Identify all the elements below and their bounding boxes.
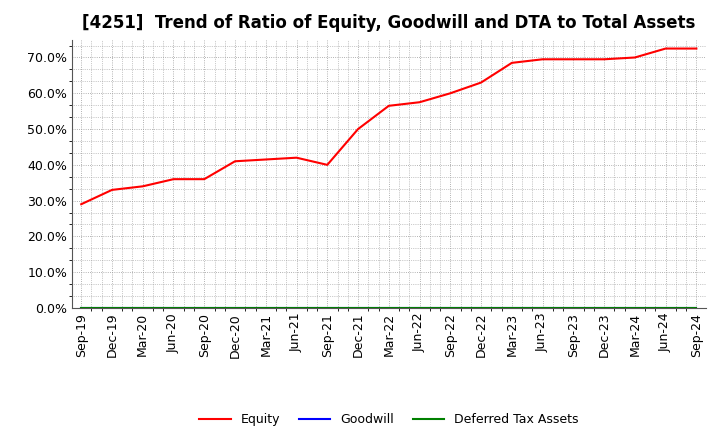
Goodwill	[292, 305, 301, 311]
Equity	[292, 155, 301, 160]
Equity	[477, 80, 485, 85]
Deferred Tax Assets	[600, 305, 608, 311]
Deferred Tax Assets	[477, 305, 485, 311]
Deferred Tax Assets	[138, 305, 147, 311]
Goodwill	[446, 305, 454, 311]
Deferred Tax Assets	[415, 305, 424, 311]
Goodwill	[631, 305, 639, 311]
Equity	[230, 159, 239, 164]
Goodwill	[138, 305, 147, 311]
Goodwill	[108, 305, 117, 311]
Equity	[600, 57, 608, 62]
Equity	[323, 162, 332, 168]
Deferred Tax Assets	[230, 305, 239, 311]
Deferred Tax Assets	[261, 305, 270, 311]
Deferred Tax Assets	[661, 305, 670, 311]
Goodwill	[354, 305, 362, 311]
Equity	[200, 176, 209, 182]
Equity	[569, 57, 577, 62]
Goodwill	[692, 305, 701, 311]
Equity	[261, 157, 270, 162]
Deferred Tax Assets	[169, 305, 178, 311]
Equity	[108, 187, 117, 193]
Deferred Tax Assets	[292, 305, 301, 311]
Equity	[138, 183, 147, 189]
Deferred Tax Assets	[569, 305, 577, 311]
Equity	[692, 46, 701, 51]
Goodwill	[539, 305, 547, 311]
Goodwill	[477, 305, 485, 311]
Deferred Tax Assets	[354, 305, 362, 311]
Equity	[631, 55, 639, 60]
Line: Equity: Equity	[81, 48, 696, 204]
Equity	[539, 57, 547, 62]
Equity	[354, 126, 362, 132]
Deferred Tax Assets	[77, 305, 86, 311]
Goodwill	[200, 305, 209, 311]
Deferred Tax Assets	[200, 305, 209, 311]
Deferred Tax Assets	[323, 305, 332, 311]
Equity	[446, 91, 454, 96]
Goodwill	[77, 305, 86, 311]
Equity	[169, 176, 178, 182]
Equity	[415, 99, 424, 105]
Goodwill	[230, 305, 239, 311]
Goodwill	[600, 305, 608, 311]
Equity	[508, 60, 516, 66]
Goodwill	[261, 305, 270, 311]
Goodwill	[661, 305, 670, 311]
Legend: Equity, Goodwill, Deferred Tax Assets: Equity, Goodwill, Deferred Tax Assets	[194, 408, 583, 431]
Deferred Tax Assets	[539, 305, 547, 311]
Equity	[384, 103, 393, 108]
Goodwill	[323, 305, 332, 311]
Deferred Tax Assets	[384, 305, 393, 311]
Deferred Tax Assets	[108, 305, 117, 311]
Title: [4251]  Trend of Ratio of Equity, Goodwill and DTA to Total Assets: [4251] Trend of Ratio of Equity, Goodwil…	[82, 15, 696, 33]
Deferred Tax Assets	[631, 305, 639, 311]
Goodwill	[569, 305, 577, 311]
Goodwill	[384, 305, 393, 311]
Equity	[661, 46, 670, 51]
Goodwill	[169, 305, 178, 311]
Deferred Tax Assets	[508, 305, 516, 311]
Goodwill	[415, 305, 424, 311]
Goodwill	[508, 305, 516, 311]
Equity	[77, 202, 86, 207]
Deferred Tax Assets	[446, 305, 454, 311]
Deferred Tax Assets	[692, 305, 701, 311]
